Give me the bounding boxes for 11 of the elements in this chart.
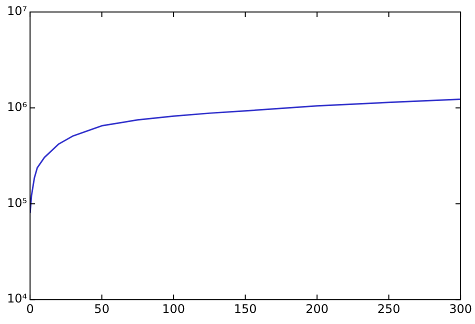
y-tick-label: 10⁴ [6, 292, 28, 306]
x-tick-label: 50 [94, 302, 110, 316]
x-tick-label: 150 [234, 302, 257, 316]
x-tick-label: 0 [26, 302, 34, 316]
x-tick-label: 300 [449, 302, 472, 316]
x-tick-label: 200 [306, 302, 329, 316]
y-tick-label: 10⁶ [6, 100, 28, 114]
x-tick-label: 100 [162, 302, 186, 316]
y-tick-label: 10⁵ [6, 196, 28, 210]
x-tick-label: 250 [377, 302, 400, 316]
y-tick-label: 10⁷ [6, 4, 28, 18]
